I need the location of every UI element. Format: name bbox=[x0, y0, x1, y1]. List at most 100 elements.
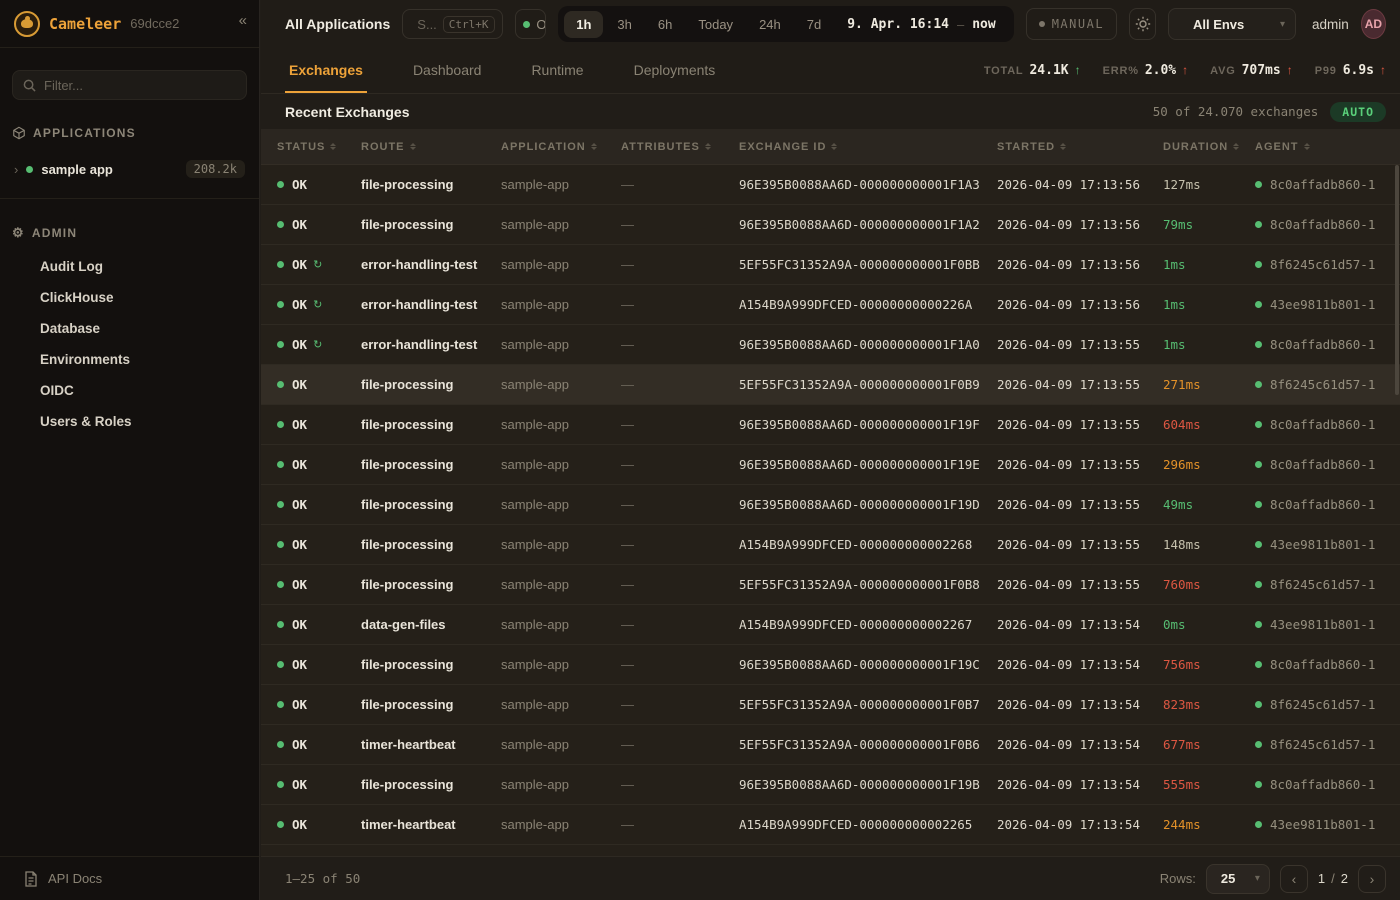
range-6h-button[interactable]: 6h bbox=[646, 11, 684, 38]
search-input[interactable]: S... Ctrl+K bbox=[402, 9, 504, 39]
table-row[interactable]: OK ↻ timer-heartbeat sample-app — A154B9… bbox=[261, 805, 1400, 845]
tab-deployments[interactable]: Deployments bbox=[633, 61, 716, 78]
col-header-attributes[interactable]: ATTRIBUTES bbox=[605, 129, 723, 164]
agent-cell: 8c0affadb860-1 bbox=[1239, 205, 1400, 244]
agent-id-label: 8f6245c61d57-1 bbox=[1270, 697, 1376, 712]
manual-mode-button[interactable]: MANUAL bbox=[1025, 8, 1118, 40]
custom-date-range[interactable]: 9. Apr. 16:14 – now bbox=[835, 17, 1007, 32]
status-label: OK bbox=[292, 297, 308, 312]
sidebar-item-users-roles[interactable]: Users & Roles bbox=[40, 414, 132, 429]
col-header-exchange-id[interactable]: EXCHANGE ID bbox=[723, 129, 981, 164]
agent-id-label: 8c0affadb860-1 bbox=[1270, 337, 1376, 352]
api-docs-link[interactable]: API Docs bbox=[0, 856, 259, 900]
tab-runtime[interactable]: Runtime bbox=[531, 61, 584, 78]
route-cell: file-processing bbox=[361, 777, 454, 792]
sidebar-item-clickhouse[interactable]: ClickHouse bbox=[40, 290, 114, 305]
agent-id-label: 8c0affadb860-1 bbox=[1270, 497, 1376, 512]
agent-cell: 8c0affadb860-1 bbox=[1239, 645, 1400, 684]
col-header-agent[interactable]: AGENT bbox=[1239, 129, 1400, 164]
status-cell: OK ↻ bbox=[261, 205, 345, 244]
tab-dashboard[interactable]: Dashboard bbox=[412, 61, 482, 78]
stat-p99-value: 6.9s bbox=[1342, 63, 1374, 78]
environments-select[interactable]: All Envs ▾ bbox=[1167, 8, 1296, 40]
table-row[interactable]: OK ↻ file-processing sample-app — 96E395… bbox=[261, 165, 1400, 205]
application-cell: sample-app bbox=[501, 497, 569, 512]
status-ok-dot bbox=[277, 581, 284, 588]
auto-refresh-badge[interactable]: AUTO bbox=[1330, 101, 1386, 122]
theme-toggle-button[interactable] bbox=[1129, 8, 1156, 40]
table-row[interactable]: OK ↻ file-processing sample-app — 96E395… bbox=[261, 485, 1400, 525]
sidebar: Cameleer 69dcce2 « Filter... APPLICATION… bbox=[0, 0, 260, 900]
status-ok-dot bbox=[277, 421, 284, 428]
range-7d-button[interactable]: 7d bbox=[795, 11, 833, 38]
table-row[interactable]: OK ↻ error-handling-test sample-app — A1… bbox=[261, 285, 1400, 325]
status-cell: OK ↻ bbox=[261, 405, 345, 444]
agent-status-dot bbox=[1255, 661, 1262, 668]
table-row[interactable]: OK ↻ file-processing sample-app — 96E395… bbox=[261, 205, 1400, 245]
range-3h-button[interactable]: 3h bbox=[605, 11, 643, 38]
attributes-cell: — bbox=[621, 697, 634, 712]
exchange-id-cell: A154B9A999DFCED-000000000002267 bbox=[739, 617, 973, 632]
range-today-button[interactable]: Today bbox=[686, 11, 745, 38]
agent-status-dot bbox=[1255, 821, 1262, 828]
col-header-duration[interactable]: DURATION bbox=[1147, 129, 1240, 164]
agent-id-label: 43ee9811b801-1 bbox=[1270, 817, 1376, 832]
range-1h-button[interactable]: 1h bbox=[564, 10, 604, 38]
table-row[interactable]: OK ↻ file-processing sample-app — A154B9… bbox=[261, 525, 1400, 565]
rows-per-page-select[interactable]: 25 ▾ bbox=[1205, 863, 1270, 894]
table-row[interactable]: OK ↻ file-processing sample-app — 5EF55F… bbox=[261, 365, 1400, 405]
status-cell: OK ↻ bbox=[261, 645, 345, 684]
col-header-route[interactable]: ROUTE bbox=[345, 129, 485, 164]
table-row[interactable]: OK ↻ data-gen-files sample-app — A154B9A… bbox=[261, 605, 1400, 645]
tab-exchanges[interactable]: Exchanges bbox=[285, 48, 367, 93]
agent-cell: 43ee9811b801-1 bbox=[1239, 285, 1400, 324]
next-page-button[interactable]: › bbox=[1358, 864, 1386, 893]
search-shortcut-badge: Ctrl+K bbox=[442, 15, 495, 33]
range-24h-button[interactable]: 24h bbox=[747, 11, 793, 38]
table-row[interactable]: OK ↻ file-processing sample-app — 96E395… bbox=[261, 645, 1400, 685]
agent-cell: 8c0affadb860-1 bbox=[1239, 445, 1400, 484]
sidebar-item-audit-log[interactable]: Audit Log bbox=[40, 259, 103, 274]
table-scrollbar[interactable] bbox=[1395, 165, 1399, 395]
table-row[interactable]: OK ↻ file-processing sample-app — 96E395… bbox=[261, 765, 1400, 805]
table-row[interactable]: OK ↻ error-handling-test sample-app — 96… bbox=[261, 325, 1400, 365]
table-row[interactable]: OK ↻ file-processing sample-app — 96E395… bbox=[261, 405, 1400, 445]
live-indicator[interactable]: O bbox=[515, 9, 547, 39]
agent-cell: 8c0affadb860-1 bbox=[1239, 325, 1400, 364]
sidebar-item-sample-app[interactable]: › sample app 208.2k bbox=[4, 154, 255, 184]
agent-status-dot bbox=[1255, 461, 1262, 468]
stat-avg-value: 707ms bbox=[1241, 63, 1281, 78]
gear-icon: ⚙ bbox=[12, 225, 25, 240]
col-header-started[interactable]: STARTED bbox=[981, 129, 1147, 164]
user-avatar[interactable]: AD bbox=[1360, 9, 1386, 39]
table-row[interactable]: OK ↻ file-processing sample-app — 96E395… bbox=[261, 445, 1400, 485]
col-header-status[interactable]: STATUS bbox=[261, 129, 345, 164]
sidebar-item-environments[interactable]: Environments bbox=[40, 352, 131, 367]
sidebar-filter-input[interactable]: Filter... bbox=[12, 70, 247, 100]
application-cell: sample-app bbox=[501, 337, 569, 352]
chevron-right-icon[interactable]: › bbox=[14, 161, 19, 177]
app-count-badge: 208.2k bbox=[185, 160, 245, 178]
agent-id-label: 8f6245c61d57-1 bbox=[1270, 257, 1376, 272]
exchange-id-cell: A154B9A999DFCED-000000000002268 bbox=[739, 537, 973, 552]
sidebar-collapse-icon[interactable]: « bbox=[238, 12, 247, 29]
status-cell: OK ↻ bbox=[261, 765, 345, 804]
table-row[interactable]: OK ↻ error-handling-test sample-app — 5E… bbox=[261, 245, 1400, 285]
table-row[interactable]: OK ↻ file-processing sample-app — 5EF55F… bbox=[261, 565, 1400, 605]
exchange-id-cell: 96E395B0088AA6D-000000000001F19C bbox=[739, 657, 980, 672]
col-header-application[interactable]: APPLICATION bbox=[485, 129, 605, 164]
sidebar-item-database[interactable]: Database bbox=[40, 321, 101, 336]
sidebar-item-oidc[interactable]: OIDC bbox=[40, 383, 74, 398]
status-label: OK bbox=[292, 217, 308, 232]
exchange-id-cell: 96E395B0088AA6D-000000000001F19B bbox=[739, 777, 980, 792]
table-row[interactable]: OK ↻ timer-heartbeat sample-app — 5EF55F… bbox=[261, 725, 1400, 765]
agent-status-dot bbox=[1255, 741, 1262, 748]
topbar: All Applications S... Ctrl+K O 1h 3h 6h … bbox=[261, 0, 1400, 48]
status-ok-dot bbox=[277, 301, 284, 308]
table-row[interactable]: OK ↻ file-processing sample-app — 5EF55F… bbox=[261, 685, 1400, 725]
prev-page-button[interactable]: ‹ bbox=[1279, 864, 1308, 893]
search-icon bbox=[23, 79, 36, 92]
redelivery-icon: ↻ bbox=[313, 339, 323, 351]
agent-id-label: 8f6245c61d57-1 bbox=[1270, 737, 1376, 752]
attributes-cell: — bbox=[621, 417, 634, 432]
